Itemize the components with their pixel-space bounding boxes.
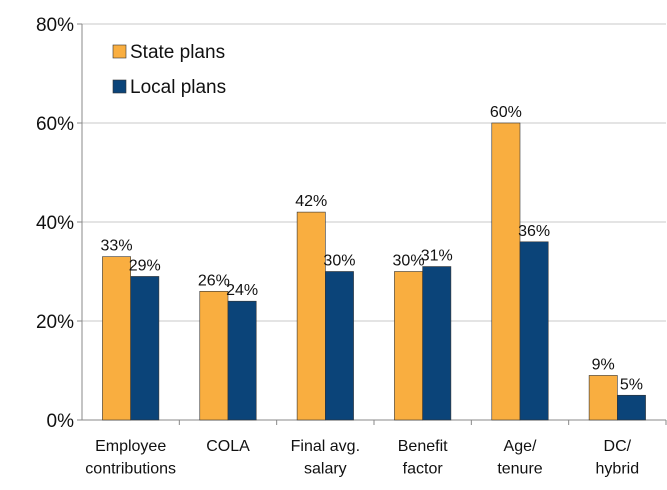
x-tick-label: Employee contributions (85, 438, 176, 477)
y-tick-label: 0% (47, 411, 75, 432)
bar (519, 241, 549, 421)
value-label: 9% (592, 356, 615, 373)
x-tick-label: Final avg. salary (291, 438, 360, 477)
bar (227, 300, 257, 421)
y-tick-label: 80% (36, 15, 74, 36)
bar (588, 375, 618, 421)
y-tick-label: 40% (36, 213, 74, 234)
bar (325, 271, 354, 421)
legend-swatch (112, 44, 127, 59)
x-tick-label: DC/hybrid (596, 438, 640, 477)
value-label: 29% (129, 257, 161, 274)
value-label: 30% (323, 253, 355, 270)
x-tick-label: Benefit factor (398, 438, 448, 477)
value-label: 5% (620, 376, 643, 393)
legend-label: State plans (130, 42, 225, 63)
value-label: 36% (518, 223, 550, 240)
bar (422, 266, 452, 421)
legend-label: Local plans (130, 77, 226, 98)
value-label: 26% (198, 272, 230, 289)
bar (617, 394, 646, 421)
value-label: 30% (393, 253, 425, 270)
x-tick-label: Age/tenure (497, 438, 542, 477)
y-tick-label: 60% (36, 114, 74, 135)
x-tick-label: COLA (206, 438, 250, 455)
value-label: 31% (421, 248, 453, 265)
bar (102, 256, 131, 421)
bar (130, 276, 160, 421)
value-label: 33% (101, 238, 133, 255)
bar (199, 290, 229, 421)
y-tick-label: 20% (36, 312, 74, 333)
bar (394, 271, 423, 421)
value-label: 60% (490, 104, 522, 121)
legend-swatch (112, 79, 127, 94)
bar (491, 122, 521, 421)
value-label: 42% (295, 193, 327, 210)
value-label: 24% (226, 282, 258, 299)
bar (296, 211, 326, 421)
